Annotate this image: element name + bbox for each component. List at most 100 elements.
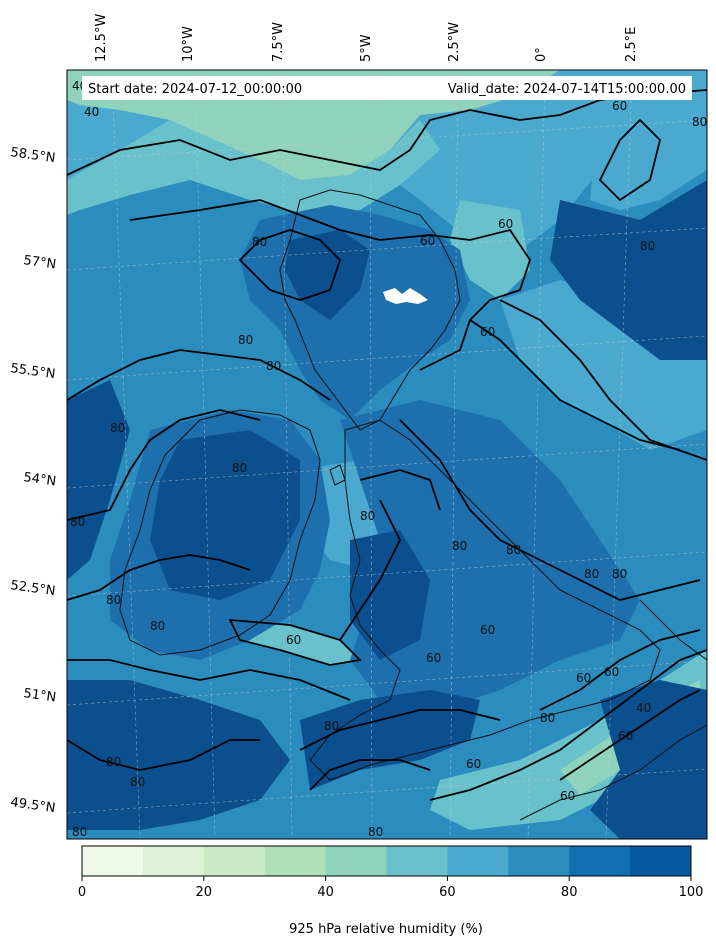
- contour-60-northsea-east: [598, 118, 661, 202]
- contour-80-scotland: [129, 199, 531, 371]
- contour-lines: [67, 89, 707, 801]
- lon-label: 5°W: [359, 34, 374, 62]
- contour-label: 60: [420, 234, 435, 248]
- lon-label: 2.5°E: [624, 27, 639, 62]
- contour-label: 80: [232, 461, 247, 475]
- contour-label: 80: [360, 509, 375, 523]
- colorbar-cell: [630, 846, 692, 876]
- map-panel: 40 40 60 80 60 80 60 80 80 80 80 80 80 8…: [67, 70, 707, 839]
- humidity-zone-100-southeast: [590, 680, 707, 839]
- contour-label: 60: [604, 665, 619, 679]
- contour-label: 80: [584, 567, 599, 581]
- contour-80-midlands: [399, 419, 701, 601]
- contour-80-cornwall: [309, 759, 431, 791]
- colorbar-tick-label: 100: [679, 885, 704, 900]
- lat-label: 54°N: [22, 470, 57, 489]
- contour-label: 60: [612, 99, 627, 113]
- contour-label: 40: [636, 701, 651, 715]
- humidity-zone-100-west: [67, 380, 130, 580]
- lat-label: 49.5°N: [9, 795, 56, 816]
- contour-label: 60: [618, 729, 633, 743]
- lon-label: 10°W: [181, 26, 196, 62]
- dry-patch-highlands: [383, 288, 428, 304]
- colorbar-cell: [203, 846, 266, 876]
- contour-80-south: [67, 739, 260, 771]
- contour-80-wales-north: [359, 469, 441, 511]
- colorbar-cell: [325, 846, 387, 876]
- contour-label: 80: [70, 515, 85, 529]
- contour-label: 80: [506, 543, 521, 557]
- contour-label: 80: [692, 115, 707, 129]
- contour-label: 80: [106, 593, 121, 607]
- info-box: [82, 76, 692, 100]
- start-date: Start date: 2024-07-12_00:00:00: [88, 82, 302, 97]
- valid-date: Valid_date: 2024-07-14T15:00:00.00: [448, 82, 686, 97]
- contour-80-irishsea: [67, 409, 261, 521]
- contour-label: 80: [130, 775, 145, 789]
- contour-label: 80: [266, 359, 281, 373]
- colorbar-cells: [82, 846, 692, 876]
- contour-label: 60: [480, 623, 495, 637]
- contour-label: 80: [252, 235, 267, 249]
- latitude-labels: 58.5°N 57°N 55.5°N 54°N 52.5°N 51°N 49.5…: [9, 145, 57, 816]
- contour-60-east: [469, 319, 681, 451]
- map-border: [66, 69, 708, 840]
- colorbar-ticks: 0 20 40 60 80 100: [78, 876, 704, 900]
- contour-80-northsea: [499, 299, 707, 461]
- lat-label: 58.5°N: [9, 145, 56, 166]
- contour-label: 60: [576, 671, 591, 685]
- contour-label: 80: [612, 567, 627, 581]
- colorbar-cell: [508, 846, 570, 876]
- lat-label: 55.5°N: [9, 361, 56, 382]
- colorbar-cell: [264, 846, 327, 876]
- colorbar-tick-label: 20: [196, 885, 213, 900]
- contour-label: 60: [466, 757, 481, 771]
- humidity-zone-60-northeast: [590, 95, 707, 210]
- lat-label: 52.5°N: [9, 578, 56, 599]
- humidity-zone-100-southwest-sea: [67, 680, 290, 830]
- contour-label: 80: [368, 825, 383, 839]
- colorbar-tick-label: 40: [317, 885, 334, 900]
- coastline-france: [519, 724, 707, 821]
- colorbar: 0 20 40 60 80 100 925 hPa relative humid…: [78, 845, 704, 937]
- colorbar-cell: [569, 846, 631, 876]
- contour-80-wales: [339, 499, 402, 641]
- contour-label: 60: [498, 217, 513, 231]
- lat-label: 51°N: [22, 686, 57, 705]
- coastline-england: [309, 419, 661, 781]
- contour-label: 40: [84, 105, 99, 119]
- coastline-ireland: [119, 409, 321, 656]
- contour-60-southeast: [539, 629, 701, 711]
- lat-label: 57°N: [22, 253, 57, 272]
- contour-60-north: [67, 89, 707, 176]
- contour-80-ireland-west: [67, 349, 331, 401]
- contour-80-hebrides: [238, 229, 342, 301]
- colorbar-tick-label: 60: [439, 885, 456, 900]
- lon-label: 0°: [534, 47, 549, 62]
- lon-label: 12.5°W: [94, 14, 109, 62]
- contour-80-celtic: [67, 659, 351, 701]
- colorbar-label: 925 hPa relative humidity (%): [289, 922, 483, 937]
- contour-label-layer: 40 40 60 80 60 80 60 80 80 80 80 80 80 8…: [70, 79, 707, 839]
- contour-label: 60: [560, 789, 575, 803]
- longitude-labels: 12.5°W 10°W 7.5°W 5°W 2.5°W 0° 2.5°E: [94, 14, 639, 62]
- contour-label: 80: [540, 711, 555, 725]
- colorbar-cell: [82, 846, 144, 876]
- coastline-isleofman: [329, 464, 346, 486]
- humidity-zone-100-ireland: [150, 430, 300, 600]
- contour-60-channel: [429, 649, 707, 801]
- contour-label: 80: [452, 539, 467, 553]
- humidity-zone-60-east: [450, 200, 530, 300]
- contour-40-channel: [559, 689, 701, 781]
- colorbar-tick-label: 80: [561, 885, 578, 900]
- contour-80-southwest: [299, 709, 501, 751]
- contour-label: 60: [286, 633, 301, 647]
- contour-label: 80: [110, 421, 125, 435]
- colorbar-cell: [142, 846, 205, 876]
- colorbar-tick-label: 0: [78, 885, 86, 900]
- colorbar-border: [81, 845, 692, 877]
- lon-label: 2.5°W: [447, 22, 462, 62]
- colorbar-cell: [447, 846, 509, 876]
- contour-label: 80: [324, 719, 339, 733]
